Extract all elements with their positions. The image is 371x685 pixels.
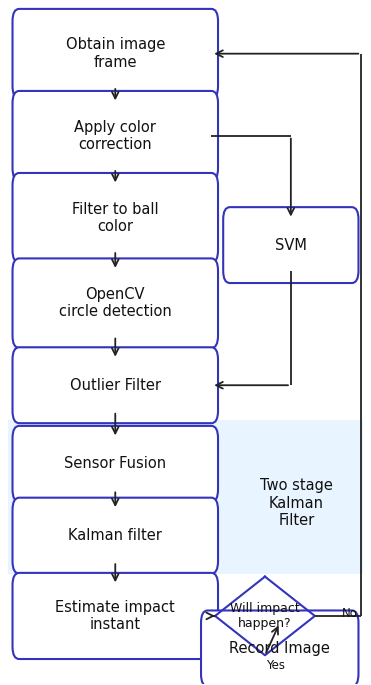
- Text: Record Image: Record Image: [229, 641, 330, 656]
- Text: Obtain image
frame: Obtain image frame: [66, 38, 165, 70]
- Text: Filter to ball
color: Filter to ball color: [72, 201, 158, 234]
- Text: Outlier Filter: Outlier Filter: [70, 377, 161, 393]
- Polygon shape: [215, 577, 315, 656]
- Text: SVM: SVM: [275, 238, 307, 253]
- FancyBboxPatch shape: [13, 347, 218, 423]
- Text: Yes: Yes: [266, 659, 285, 672]
- Text: OpenCV
circle detection: OpenCV circle detection: [59, 287, 172, 319]
- Text: Apply color
correction: Apply color correction: [74, 119, 156, 152]
- FancyBboxPatch shape: [13, 498, 218, 573]
- FancyBboxPatch shape: [13, 91, 218, 180]
- FancyBboxPatch shape: [13, 173, 218, 262]
- Text: Will impact
happen?: Will impact happen?: [230, 602, 300, 630]
- Text: Sensor Fusion: Sensor Fusion: [64, 456, 166, 471]
- FancyBboxPatch shape: [8, 420, 363, 573]
- Text: No: No: [341, 608, 357, 621]
- FancyBboxPatch shape: [13, 258, 218, 348]
- FancyBboxPatch shape: [201, 610, 358, 685]
- FancyBboxPatch shape: [13, 426, 218, 502]
- FancyBboxPatch shape: [13, 9, 218, 99]
- Text: Two stage
Kalman
Filter: Two stage Kalman Filter: [260, 478, 333, 528]
- Text: Estimate impact
instant: Estimate impact instant: [55, 600, 175, 632]
- Text: Kalman filter: Kalman filter: [68, 528, 162, 543]
- FancyBboxPatch shape: [223, 207, 358, 283]
- FancyBboxPatch shape: [13, 573, 218, 659]
